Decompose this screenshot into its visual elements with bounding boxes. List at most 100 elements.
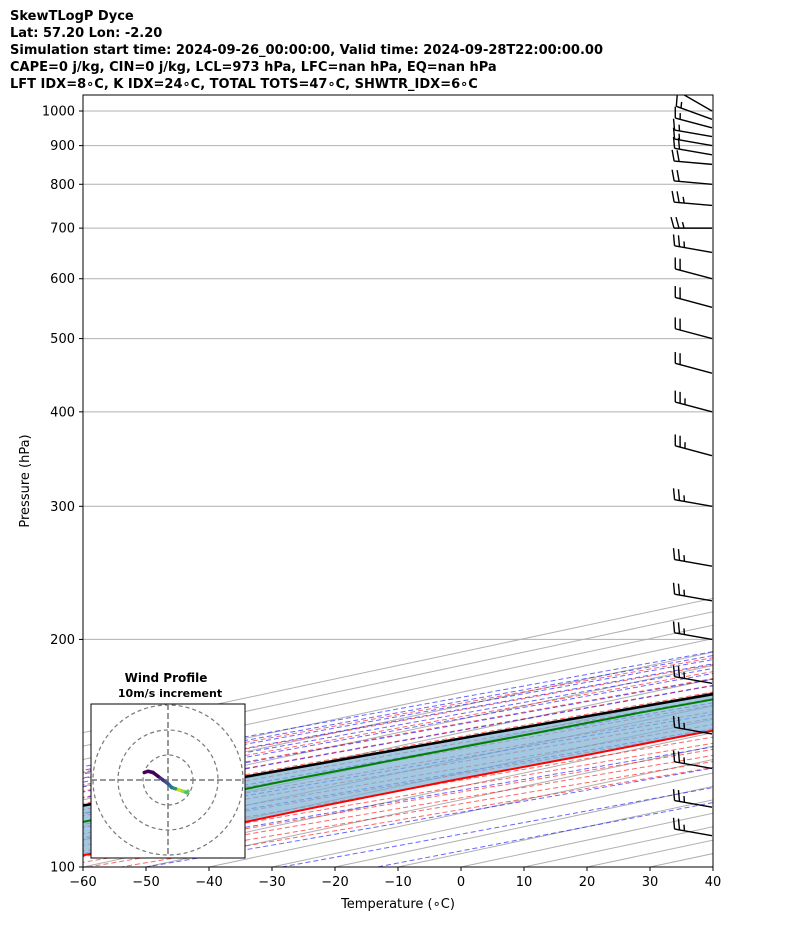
wind-barb-staff bbox=[674, 138, 713, 147]
y-tick-label: 600 bbox=[50, 272, 75, 287]
y-tick-label: 400 bbox=[50, 405, 75, 420]
x-tick-label: −30 bbox=[258, 875, 285, 890]
wind-barb-staff bbox=[674, 726, 713, 735]
hodograph-subtitle: 10m/s increment bbox=[118, 687, 222, 700]
wind-barb-staff bbox=[674, 160, 713, 166]
x-tick-label: −50 bbox=[132, 875, 159, 890]
temperature-profile-line bbox=[83, 729, 713, 857]
wind-barb-flag bbox=[677, 622, 681, 634]
wind-barb-staff bbox=[676, 105, 713, 120]
wind-barb-flag bbox=[672, 665, 676, 677]
wind-barb-flag bbox=[672, 750, 676, 762]
wind-barb bbox=[672, 750, 713, 770]
wind-barb-flag bbox=[677, 235, 681, 247]
x-tick-label: 0 bbox=[457, 875, 465, 890]
wind-barb bbox=[672, 665, 713, 684]
wind-barb bbox=[672, 548, 713, 567]
wind-barb-flag bbox=[677, 789, 681, 802]
wind-barb bbox=[672, 789, 713, 808]
wind-barb-flag bbox=[675, 216, 680, 229]
y-tick-label: 700 bbox=[50, 222, 75, 237]
y-tick-label: 200 bbox=[50, 633, 75, 648]
wind-barb bbox=[675, 95, 713, 120]
wind-barb-half-flag bbox=[681, 221, 685, 229]
isotherm-line bbox=[649, 853, 713, 867]
wind-barb bbox=[672, 715, 713, 735]
wind-barb-staff bbox=[674, 799, 713, 808]
wind-barb-staff bbox=[674, 201, 713, 207]
wind-barb bbox=[674, 390, 713, 413]
hodograph-trace-segment bbox=[142, 769, 150, 775]
hodograph-inset: Wind Profile 10m/s increment bbox=[90, 671, 246, 859]
wind-barb-flag bbox=[677, 583, 681, 596]
station-title: SkewTLogP Dyce bbox=[10, 9, 134, 24]
isotherm-line bbox=[712, 866, 713, 867]
wind-barb-flag bbox=[670, 216, 675, 229]
simulation-times: Simulation start time: 2024-09-26_00:00:… bbox=[10, 43, 603, 58]
x-tick-label: 10 bbox=[516, 875, 533, 890]
wind-barb-flag bbox=[672, 715, 676, 728]
wind-barb bbox=[672, 621, 713, 641]
wind-barb-staff bbox=[674, 147, 713, 156]
wind-barb bbox=[674, 434, 713, 457]
hodograph-plot-area bbox=[91, 704, 245, 858]
wind-barb-flag bbox=[672, 621, 676, 633]
x-tick-label: −40 bbox=[195, 875, 222, 890]
wind-barb-flag bbox=[676, 150, 680, 162]
wind-barb-staff bbox=[675, 296, 713, 308]
wind-barb-flag bbox=[672, 127, 676, 140]
wind-barb-staff bbox=[675, 362, 713, 374]
x-axis-label: Temperature (∘C) bbox=[340, 897, 455, 912]
x-tick-label: −20 bbox=[321, 875, 348, 890]
wind-barb bbox=[671, 190, 713, 207]
wind-barb-half-flag bbox=[682, 196, 685, 204]
wind-barb bbox=[670, 216, 712, 229]
wind-barb-flag bbox=[677, 716, 681, 729]
wind-barb-flag bbox=[672, 582, 676, 595]
wind-barb-flag bbox=[677, 489, 681, 501]
wind-barb-flag bbox=[671, 169, 675, 182]
x-tick-label: −60 bbox=[69, 875, 96, 890]
wind-barb-half-flag bbox=[683, 89, 685, 95]
wind-barb-flag bbox=[672, 488, 676, 500]
wind-barb bbox=[672, 582, 713, 602]
wind-barb bbox=[674, 257, 713, 280]
x-tick-label: −10 bbox=[384, 875, 411, 890]
x-tick-label: 30 bbox=[642, 875, 659, 890]
wind-barb bbox=[674, 351, 713, 374]
wind-barb-staff bbox=[674, 828, 713, 837]
y-tick-label: 500 bbox=[50, 332, 75, 347]
wind-barb bbox=[674, 106, 713, 129]
wind-barb-flag bbox=[677, 666, 681, 678]
wind-barb bbox=[674, 286, 713, 308]
wind-barb-flag bbox=[672, 817, 676, 830]
y-tick-label: 1000 bbox=[42, 105, 75, 120]
wind-barb-flag bbox=[677, 137, 681, 150]
x-tick-label: 40 bbox=[705, 875, 722, 890]
y-tick-label: 300 bbox=[50, 500, 75, 515]
wind-barb-flag bbox=[672, 789, 676, 801]
wind-barb-flag bbox=[677, 549, 681, 561]
stability-indices-1: CAPE=0 j/kg, CIN=0 j/kg, LCL=973 hPa, LF… bbox=[10, 60, 497, 75]
isotherm-line bbox=[83, 678, 713, 814]
dewpoint-profile-line bbox=[83, 698, 713, 823]
wind-barb bbox=[672, 488, 713, 507]
y-tick-label: 100 bbox=[50, 861, 75, 876]
wind-barb-staff bbox=[674, 675, 713, 684]
y-axis-label: Pressure (hPa) bbox=[18, 434, 33, 527]
wind-barb-flag bbox=[671, 190, 675, 203]
wind-barb-staff bbox=[674, 499, 713, 507]
wind-barb-flag bbox=[677, 751, 681, 763]
wind-barb-flag bbox=[675, 95, 678, 107]
wind-barb-staff bbox=[674, 558, 713, 567]
isotherm-line bbox=[83, 732, 713, 867]
wind-barb bbox=[671, 169, 713, 185]
wind-barb-flag bbox=[677, 818, 681, 831]
wind-barb bbox=[672, 118, 713, 138]
wind-barb bbox=[672, 234, 713, 254]
wind-barb-flag bbox=[676, 170, 680, 182]
wind-barb-staff bbox=[675, 401, 713, 413]
wind-barb-staff bbox=[675, 268, 713, 280]
wind-barb-staff bbox=[674, 761, 713, 770]
